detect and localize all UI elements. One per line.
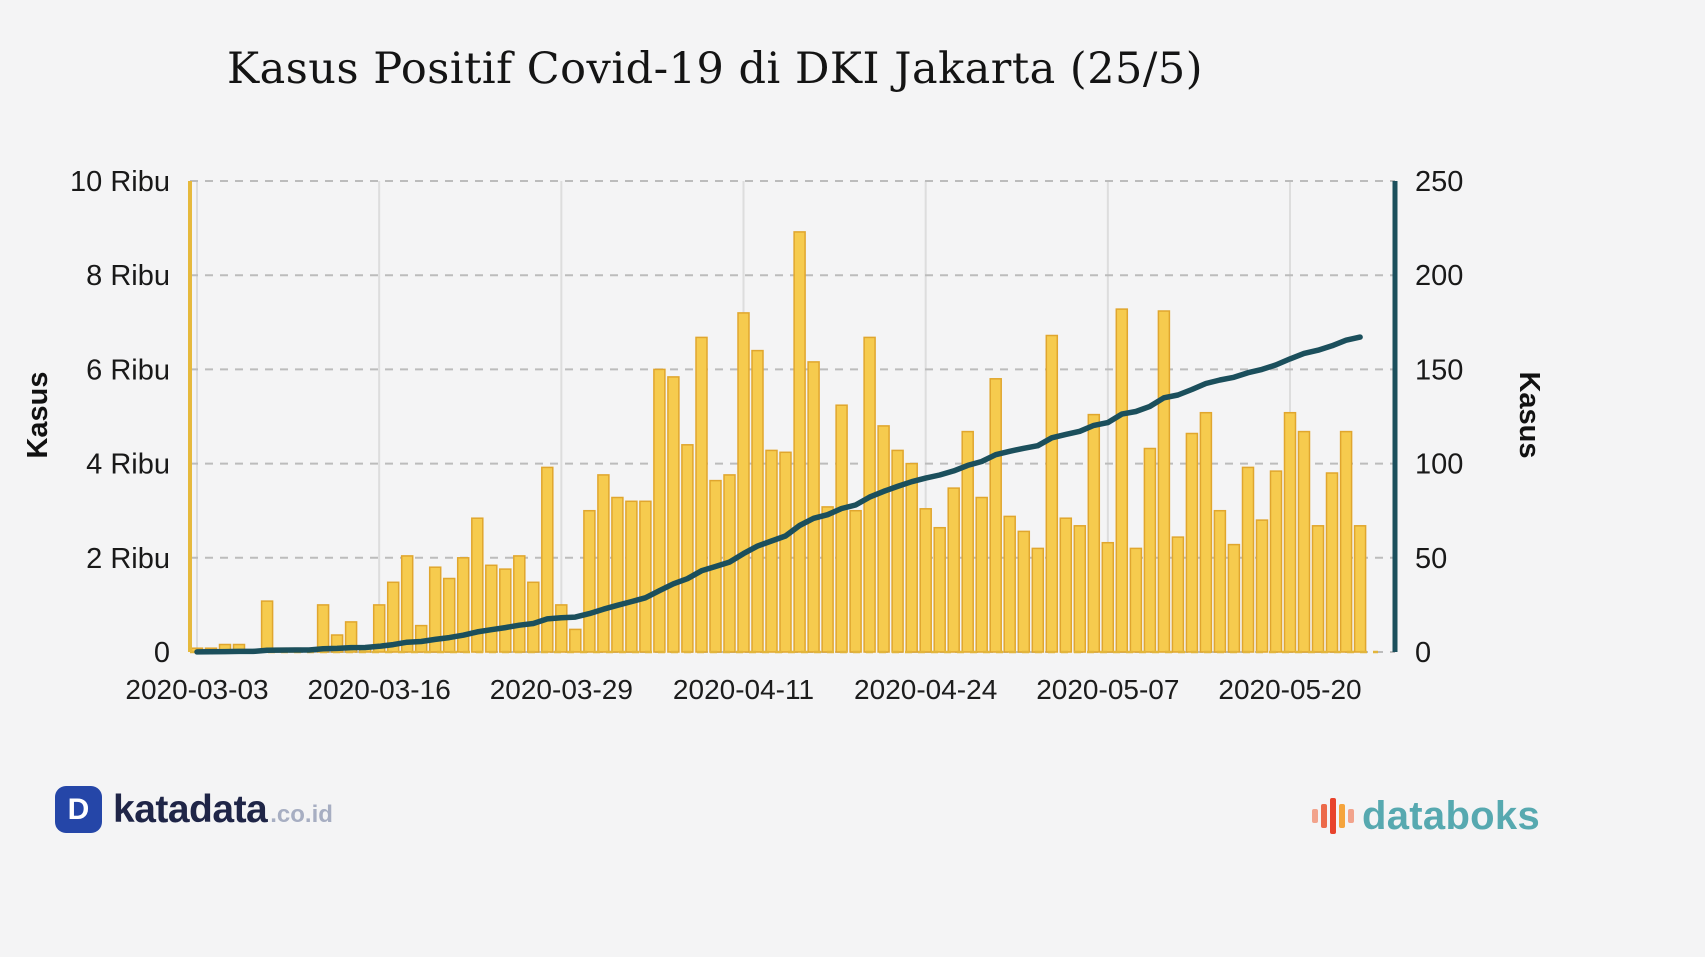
daily-cases-bar (1311, 525, 1325, 653)
daily-cases-bar (681, 444, 694, 653)
daily-cases-bar (737, 312, 750, 653)
katadata-wordmark: katadata .co.id (113, 788, 333, 832)
daily-cases-bar (961, 430, 974, 653)
daily-cases-bar (905, 462, 918, 653)
daily-cases-bar (639, 500, 652, 653)
x-tick-label: 2020-03-16 (308, 674, 451, 705)
daily-cases-bar (316, 604, 330, 653)
daily-cases-bar (400, 555, 414, 653)
daily-cases-bar (1255, 519, 1269, 653)
daily-cases-bar (442, 577, 456, 653)
katadata-icon-letter: D (67, 792, 90, 826)
daily-cases-bar (1297, 430, 1311, 653)
daily-cases-bar (611, 496, 624, 653)
daily-cases-bar (1199, 411, 1213, 653)
x-tick-label: 2020-04-11 (673, 674, 814, 705)
katadata-brand-text: katadata (113, 787, 268, 831)
right-tick-label: 250 (1415, 166, 1463, 198)
daily-cases-bar (1031, 547, 1045, 653)
daily-cases-bar (1045, 334, 1059, 653)
chart-title: Kasus Positif Covid-19 di DKI Jakarta (2… (226, 44, 1204, 94)
databoks-brand-text: databoks (1362, 793, 1541, 838)
daily-cases-bar (1325, 472, 1339, 653)
daily-cases-bar (1339, 430, 1353, 653)
x-tick-label: 2020-05-20 (1218, 674, 1361, 705)
daily-cases-bar (372, 604, 386, 653)
daily-cases-bar (541, 466, 554, 653)
katadata-suffix-text: .co.id (270, 800, 333, 828)
daily-cases-bar (891, 449, 904, 653)
katadata-logo[interactable]: D katadata .co.id (55, 786, 333, 833)
daily-cases-bar (1213, 509, 1227, 653)
daily-cases-bar (1227, 543, 1241, 653)
daily-cases-bar (947, 487, 960, 653)
right-tick-label: 200 (1415, 260, 1463, 292)
daily-cases-bar (625, 500, 638, 653)
daily-cases-bar (1171, 536, 1185, 653)
daily-cases-bar (919, 508, 932, 653)
daily-cases-bar (1353, 525, 1367, 653)
daily-cases-bar (597, 474, 610, 653)
daily-cases-bar (555, 604, 568, 653)
daily-cases-bar (1269, 470, 1283, 653)
daily-cases-bar (695, 336, 708, 653)
daily-cases-bar (583, 509, 596, 653)
daily-cases-bar (260, 600, 274, 653)
daily-cases-bar (1115, 308, 1129, 653)
daily-cases-bar (877, 425, 890, 653)
daily-cases-bar (821, 506, 834, 653)
daily-cases-bar (428, 566, 442, 653)
daily-cases-bar (1185, 432, 1199, 653)
x-tick-label: 2020-05-07 (1036, 674, 1179, 705)
left-tick-label: 0 (154, 637, 170, 669)
daily-cases-bar (1157, 310, 1171, 653)
daily-cases-bar (989, 378, 1002, 653)
daily-cases-bar (751, 349, 764, 653)
right-tick-label: 0 (1415, 637, 1431, 669)
cumulative-cases-line (194, 334, 1363, 655)
databoks-logo[interactable]: databoks (1308, 792, 1540, 840)
right-tick-label: 50 (1415, 543, 1447, 575)
left-tick-label: 10 Ribu (70, 166, 170, 198)
left-tick-label: 4 Ribu (86, 449, 170, 481)
daily-cases-bar (1241, 466, 1255, 653)
daily-cases-bar (1143, 447, 1157, 653)
right-tick-label: 150 (1415, 354, 1463, 386)
daily-cases-bar (1087, 413, 1101, 653)
right-tick-label: 100 (1415, 449, 1463, 481)
x-tick-label: 2020-04-24 (854, 674, 997, 705)
x-tick-label: 2020-03-29 (490, 674, 633, 705)
daily-cases-bar (485, 564, 498, 653)
daily-cases-bar (793, 231, 806, 653)
daily-cases-bar (849, 509, 862, 653)
daily-cases-bar (513, 555, 526, 653)
left-tick-label: 8 Ribu (86, 260, 170, 292)
daily-cases-bar (779, 451, 792, 653)
daily-cases-bar (527, 581, 540, 653)
daily-cases-bar (1101, 541, 1115, 653)
left-tick-label: 2 Ribu (86, 543, 170, 575)
daily-cases-bar (1003, 515, 1016, 653)
left-tick-label: 6 Ribu (86, 354, 170, 386)
daily-cases-bar (1129, 547, 1143, 653)
daily-cases-bar (653, 368, 666, 653)
daily-cases-bar (1059, 517, 1073, 653)
daily-cases-bar (569, 628, 582, 653)
daily-cases-bar (1017, 530, 1031, 653)
daily-cases-bar (765, 449, 778, 653)
x-tick-label: 2020-03-03 (125, 674, 268, 705)
databoks-bars-icon (1312, 798, 1354, 834)
katadata-icon: D (55, 786, 102, 833)
daily-cases-bar (1073, 525, 1087, 653)
daily-cases-bar (1283, 411, 1297, 653)
daily-cases-bar (975, 496, 988, 653)
daily-cases-bar (835, 404, 848, 653)
daily-cases-bar (499, 568, 512, 653)
daily-cases-bar (667, 376, 680, 653)
daily-cases-bar (933, 526, 946, 653)
daily-cases-bar (386, 581, 400, 653)
daily-cases-bar (807, 361, 820, 653)
